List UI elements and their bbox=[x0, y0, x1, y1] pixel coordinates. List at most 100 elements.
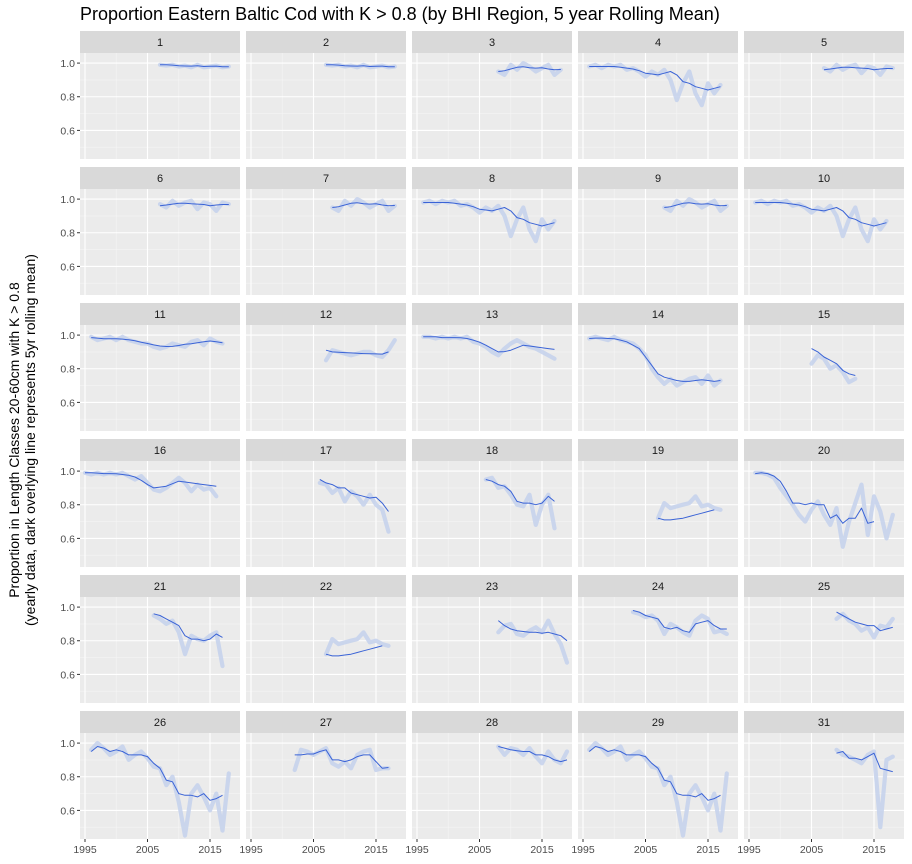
series-yearly-line bbox=[753, 470, 895, 549]
facet-strip-label: 7 bbox=[323, 173, 329, 185]
x-tick-label: 1995 bbox=[239, 844, 263, 856]
x-tick-label: 1995 bbox=[73, 844, 97, 856]
series-yearly-line bbox=[157, 198, 231, 213]
facet-strip bbox=[246, 303, 406, 325]
series-rolling-mean-line bbox=[657, 509, 715, 521]
series-yearly-line bbox=[753, 198, 889, 244]
series-rolling-mean-line bbox=[325, 349, 389, 355]
facet-strip bbox=[80, 575, 240, 597]
facet-strip-label: 23 bbox=[486, 581, 498, 593]
x-tick-label: 1995 bbox=[405, 844, 429, 856]
facet-strip bbox=[412, 575, 572, 597]
series-rolling-mean-line bbox=[632, 610, 727, 633]
series-rolling-mean-line bbox=[836, 611, 893, 632]
y-tick-label: 0.6 bbox=[60, 669, 75, 681]
y-tick-label: 0.6 bbox=[60, 261, 75, 273]
series-yearly-line bbox=[496, 618, 570, 665]
panel-background bbox=[744, 325, 904, 431]
series-rolling-mean-line bbox=[664, 202, 727, 208]
facet-strip-label: 14 bbox=[652, 309, 664, 321]
panel-background bbox=[412, 53, 572, 159]
series-yearly-line bbox=[587, 62, 723, 108]
series-rolling-mean-line bbox=[589, 66, 721, 91]
x-tick-label: 2005 bbox=[468, 844, 492, 856]
facet-strip bbox=[744, 439, 904, 461]
facet-strip-label: 11 bbox=[154, 309, 165, 321]
series-rolling-mean-line bbox=[497, 620, 568, 642]
series-yearly-line bbox=[834, 747, 895, 830]
panel-background bbox=[578, 53, 738, 159]
chart-title: Proportion Eastern Baltic Cod with K > 0… bbox=[80, 4, 720, 24]
x-tick-label: 2015 bbox=[198, 844, 222, 856]
series-rolling-mean-line bbox=[153, 613, 223, 642]
panel-background bbox=[246, 461, 406, 567]
panel-background bbox=[578, 597, 738, 703]
y-tick-label: 0.8 bbox=[60, 500, 75, 512]
facet-strip-label: 25 bbox=[818, 581, 830, 593]
facet-strip bbox=[744, 167, 904, 189]
panel-background bbox=[412, 597, 572, 703]
panel-background bbox=[246, 53, 406, 159]
series-rolling-mean-line bbox=[332, 202, 395, 208]
y-tick-label: 0.8 bbox=[60, 364, 75, 376]
panel-background bbox=[246, 189, 406, 295]
series-yearly-line bbox=[496, 61, 563, 77]
facet-strip-label: 9 bbox=[655, 173, 661, 185]
facet-strip bbox=[744, 31, 904, 53]
y-tick-label: 0.6 bbox=[60, 805, 75, 817]
panel-background bbox=[412, 733, 572, 839]
panel-background bbox=[744, 597, 904, 703]
y-tick-label: 0.8 bbox=[60, 772, 75, 784]
series-rolling-mean-line bbox=[159, 202, 229, 207]
facet-strip bbox=[246, 439, 406, 461]
panel-background bbox=[80, 461, 240, 567]
series-rolling-mean-line bbox=[160, 64, 229, 68]
facet-strip bbox=[412, 31, 572, 53]
x-tick-label: 2005 bbox=[136, 844, 160, 856]
series-rolling-mean-line bbox=[589, 337, 721, 382]
y-tick-label: 1.0 bbox=[60, 330, 75, 342]
x-tick-label: 2015 bbox=[862, 844, 886, 856]
panel-background bbox=[412, 325, 572, 431]
facet-strip bbox=[246, 167, 406, 189]
y-tick-label: 0.8 bbox=[60, 228, 75, 240]
facet-strip bbox=[578, 303, 738, 325]
series-yearly-line bbox=[483, 475, 557, 531]
facet-strip bbox=[80, 439, 240, 461]
x-tick-label: 1995 bbox=[737, 844, 761, 856]
panel-background bbox=[246, 325, 406, 431]
facet-strip bbox=[578, 575, 738, 597]
x-tick-label: 1995 bbox=[571, 844, 595, 856]
facet-strip bbox=[412, 439, 572, 461]
y-tick-label: 0.6 bbox=[60, 533, 75, 545]
series-yearly-line bbox=[809, 353, 858, 385]
y-tick-label: 1.0 bbox=[60, 738, 75, 750]
x-tick-label: 2005 bbox=[302, 844, 326, 856]
series-rolling-mean-line bbox=[423, 202, 555, 227]
y-tick-label: 0.6 bbox=[60, 125, 75, 137]
series-yearly-line bbox=[662, 197, 729, 213]
facet-strip bbox=[246, 711, 406, 733]
facet-strip-label: 12 bbox=[320, 309, 332, 321]
y-tick-label: 0.8 bbox=[60, 636, 75, 648]
facet-strip-label: 21 bbox=[154, 581, 166, 593]
facet-strip bbox=[412, 711, 572, 733]
facet-strip-label: 6 bbox=[157, 173, 163, 185]
facet-strip bbox=[80, 711, 240, 733]
facet-strip-label: 24 bbox=[652, 581, 664, 593]
series-rolling-mean-line bbox=[90, 746, 223, 801]
y-tick-label: 1.0 bbox=[60, 194, 75, 206]
facet-strip bbox=[80, 303, 240, 325]
series-rolling-mean-line bbox=[485, 479, 555, 506]
x-tick-label: 2005 bbox=[800, 844, 824, 856]
y-tick-label: 1.0 bbox=[60, 602, 75, 614]
facet-strip bbox=[80, 31, 240, 53]
series-yearly-line bbox=[323, 338, 397, 363]
facet-strip-label: 28 bbox=[486, 717, 498, 729]
series-rolling-mean-line bbox=[836, 751, 893, 773]
series-rolling-mean-line bbox=[319, 479, 389, 512]
facet-strip-label: 31 bbox=[818, 717, 830, 729]
series-rolling-mean-line bbox=[326, 64, 395, 68]
series-rolling-mean-line bbox=[498, 746, 568, 763]
